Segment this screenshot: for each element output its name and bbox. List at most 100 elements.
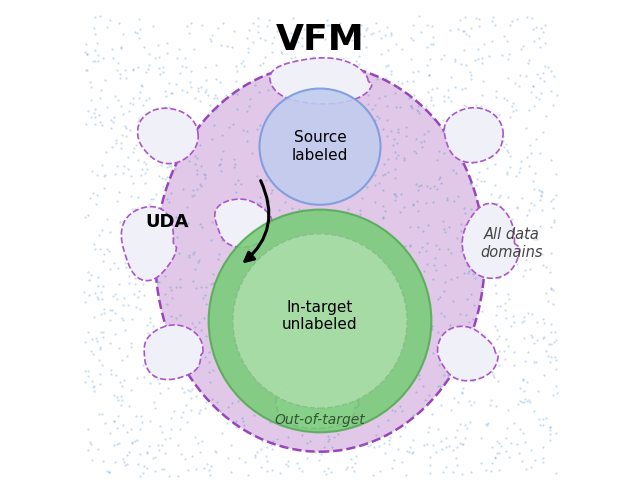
Point xyxy=(109,417,120,425)
Point xyxy=(239,62,250,70)
Point xyxy=(522,211,532,219)
Point xyxy=(545,268,555,276)
Point xyxy=(204,348,214,356)
Point xyxy=(529,185,540,192)
Point xyxy=(89,241,99,248)
Point xyxy=(428,40,438,48)
Point xyxy=(503,240,513,247)
Point xyxy=(518,429,528,437)
Point xyxy=(426,325,436,333)
Point xyxy=(504,50,514,57)
Point xyxy=(476,459,486,467)
Point xyxy=(322,20,332,28)
Point xyxy=(541,112,551,120)
Point xyxy=(525,331,536,338)
Point xyxy=(218,147,228,155)
Point xyxy=(515,72,525,79)
Point xyxy=(138,43,148,51)
Point xyxy=(113,59,123,67)
Point xyxy=(531,336,541,343)
Point xyxy=(406,35,417,42)
Point xyxy=(88,457,98,465)
Polygon shape xyxy=(462,204,520,278)
Point xyxy=(509,348,519,356)
Point xyxy=(502,170,513,178)
Point xyxy=(201,300,211,307)
Point xyxy=(90,30,100,37)
Point xyxy=(470,329,480,337)
Point xyxy=(225,441,236,449)
Point xyxy=(518,376,528,384)
Point xyxy=(262,457,272,465)
Point xyxy=(256,446,266,453)
Point xyxy=(154,446,164,454)
Point xyxy=(200,76,211,84)
Point xyxy=(442,194,452,202)
Point xyxy=(545,358,555,366)
Point xyxy=(282,93,292,100)
Point xyxy=(132,156,143,164)
Point xyxy=(169,407,179,415)
Point xyxy=(82,51,92,58)
Point xyxy=(455,130,465,138)
Point xyxy=(426,96,436,104)
Point xyxy=(161,357,171,365)
Point xyxy=(422,260,433,268)
Point xyxy=(232,105,242,113)
Point xyxy=(125,387,136,394)
Point xyxy=(187,385,197,393)
Point xyxy=(223,454,233,462)
Point xyxy=(408,436,418,444)
Point xyxy=(386,71,396,78)
Point xyxy=(401,123,411,131)
Point xyxy=(243,428,253,436)
Point xyxy=(100,75,110,83)
Point xyxy=(429,182,440,189)
Point xyxy=(144,200,154,208)
Point xyxy=(157,225,168,232)
Point xyxy=(384,441,394,449)
Point xyxy=(214,250,224,258)
Point xyxy=(243,471,253,479)
Point xyxy=(428,101,438,109)
Point xyxy=(534,75,545,82)
Point xyxy=(420,199,431,207)
Point xyxy=(94,231,104,239)
Point xyxy=(262,22,273,30)
Point xyxy=(486,342,497,350)
Point xyxy=(127,206,137,213)
Point xyxy=(520,266,531,274)
Point xyxy=(197,223,207,231)
Point xyxy=(256,463,266,471)
Point xyxy=(293,205,303,213)
Point xyxy=(184,253,194,261)
Point xyxy=(421,102,431,110)
Point xyxy=(99,250,109,258)
Point xyxy=(456,85,467,93)
Point xyxy=(163,198,173,206)
Point xyxy=(180,151,190,159)
Point xyxy=(524,56,534,64)
Point xyxy=(547,197,557,205)
Point xyxy=(104,468,115,476)
Point xyxy=(150,468,160,475)
Point xyxy=(476,434,486,442)
Point xyxy=(464,397,474,405)
Point xyxy=(541,289,551,297)
Point xyxy=(179,147,189,154)
Point xyxy=(369,101,380,109)
Point xyxy=(104,247,115,255)
Point xyxy=(88,57,99,65)
Point xyxy=(545,430,555,437)
Point xyxy=(451,169,461,177)
Point xyxy=(374,94,384,102)
Point xyxy=(481,131,491,139)
Point xyxy=(487,133,497,141)
Point xyxy=(426,453,436,461)
Point xyxy=(412,107,422,114)
Point xyxy=(201,283,211,291)
Point xyxy=(550,353,560,361)
Ellipse shape xyxy=(259,89,381,205)
Point xyxy=(160,103,170,111)
Point xyxy=(196,83,206,91)
